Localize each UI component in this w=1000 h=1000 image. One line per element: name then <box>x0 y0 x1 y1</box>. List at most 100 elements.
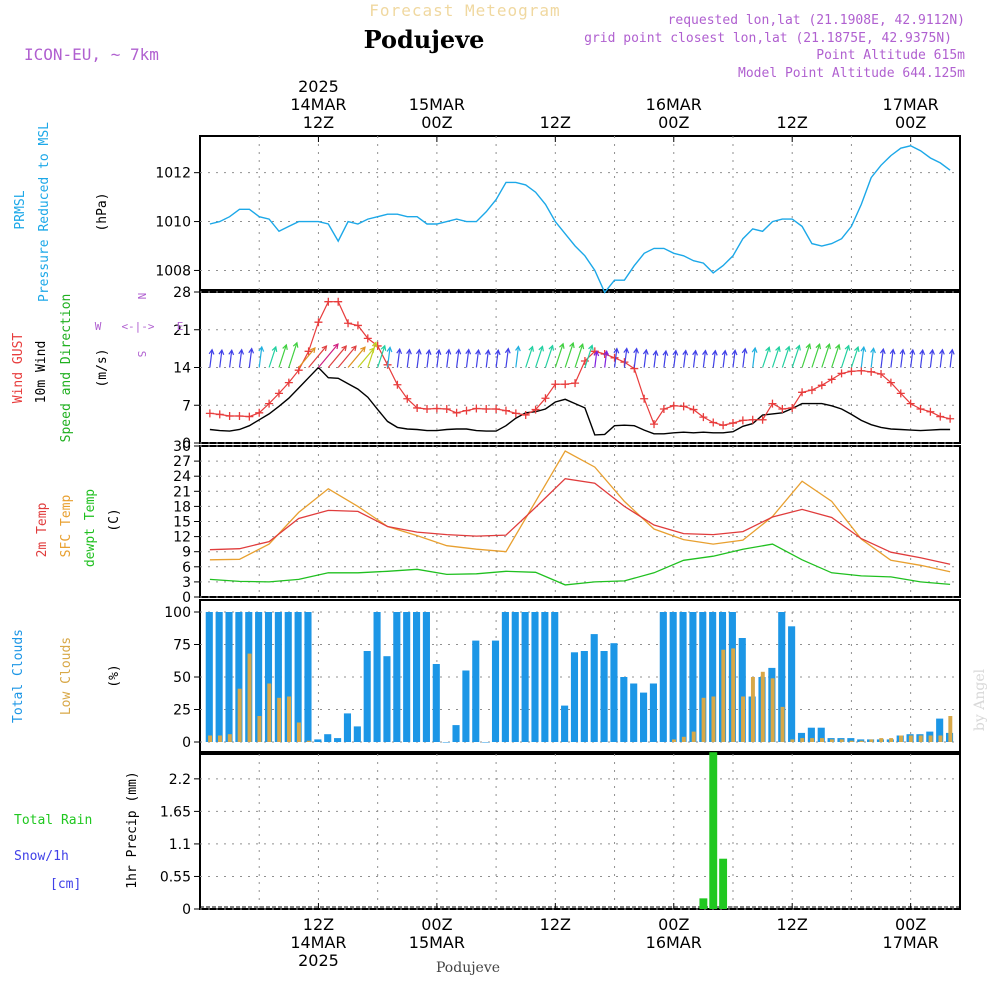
low-clouds-bar <box>800 738 805 742</box>
wind-arrow <box>515 345 521 368</box>
wind-arrow-shaft <box>643 349 647 368</box>
sfc-temp-line <box>209 450 951 573</box>
wind-arrow <box>564 341 575 368</box>
total-clouds-bar <box>649 683 657 742</box>
low-clouds-bar <box>790 739 795 742</box>
wind-arrow-shaft <box>357 347 375 368</box>
wind-arrow <box>406 348 412 368</box>
low-clouds-bar <box>217 735 222 742</box>
wind-arrow-head <box>765 346 771 353</box>
low-clouds-bar <box>671 739 676 742</box>
wind-arrow <box>929 348 935 368</box>
temp-ytick-label: 24 <box>173 469 191 485</box>
total-clouds-bar <box>531 612 539 742</box>
t2m-label: 2m Temp <box>35 502 50 557</box>
wind-arrow <box>642 348 649 368</box>
model-label: ICON-EU, ~ 7km <box>24 45 159 64</box>
wind-arrow <box>425 348 432 368</box>
wind-arrow <box>317 343 339 368</box>
gust-marker <box>906 399 915 408</box>
wind-arrow <box>494 349 501 368</box>
bottom-date-label: 14MAR <box>290 933 346 952</box>
low-clouds-bar <box>760 671 765 742</box>
temp-ytick-label: 6 <box>182 560 191 576</box>
total-clouds-bar <box>738 638 746 742</box>
low-clouds-bar <box>859 740 864 742</box>
wind-arrow <box>741 347 748 368</box>
wind-arrow-head <box>795 344 801 351</box>
gust-marker <box>669 401 678 410</box>
top-date-label: 15MAR <box>409 95 465 114</box>
wind-arrow-head <box>835 343 841 350</box>
wind-ytick-label: 7 <box>182 398 191 414</box>
gust-marker <box>896 389 905 398</box>
temp-ytick-label: 18 <box>173 499 191 515</box>
temp-ytick-label: 27 <box>173 454 191 470</box>
wind-arrow-shaft <box>870 348 875 368</box>
wind-arrow <box>889 348 896 368</box>
dewpt-label: dewpt Temp <box>83 489 98 567</box>
low-clouds-bar <box>306 740 311 742</box>
temp-ytick-label: 30 <box>173 439 191 455</box>
top-date-label: 14MAR <box>290 95 346 114</box>
wind-arrow-shaft <box>515 346 520 368</box>
wind-gust-line <box>209 301 951 426</box>
pressure-ytick-label: 1010 <box>155 215 191 231</box>
low-clouds-bar <box>711 696 716 742</box>
gust-marker <box>344 319 353 328</box>
wind-ytick-label: 21 <box>173 323 191 339</box>
snow-label: Snow/1h <box>14 849 69 864</box>
gust-marker <box>324 297 333 306</box>
gust-marker <box>274 389 283 398</box>
rain-bar <box>699 898 708 909</box>
gust-marker <box>561 380 570 389</box>
wind-arrow <box>415 348 422 368</box>
low-clouds-bar <box>287 696 292 742</box>
total-clouds-bar <box>422 612 430 742</box>
low-clouds-bar <box>928 735 933 742</box>
total-clouds-bar <box>304 612 312 742</box>
wind-arrow-shaft <box>613 348 618 368</box>
low-clouds-bar <box>918 735 923 742</box>
wind-arrow <box>584 344 594 368</box>
wind-arrow-shaft <box>544 345 554 368</box>
wind-arrow <box>377 344 387 368</box>
low-clouds-bar <box>770 678 775 742</box>
gust-marker <box>452 408 461 417</box>
gust-marker <box>946 414 955 423</box>
wind-arrow-head <box>569 341 575 349</box>
wind-arrow <box>288 341 299 368</box>
wind-arrow-shaft <box>860 347 865 368</box>
wind-arrow-head <box>909 348 916 355</box>
wind-arrow-shaft <box>377 345 386 368</box>
total-clouds-bar <box>353 726 361 742</box>
temp-ytick-label: 12 <box>173 530 191 546</box>
wind-arrow-head <box>711 349 718 356</box>
wind-arrow <box>258 345 265 368</box>
wind-arrow-head <box>341 345 348 352</box>
wind-arrow-head <box>652 349 659 356</box>
top-date-label: 16MAR <box>646 95 702 114</box>
wind-arrow <box>574 343 585 368</box>
wind-arrow-head <box>538 345 544 352</box>
wind-arrow <box>544 344 555 368</box>
wind-arrow-head <box>721 349 728 356</box>
wind-arrow <box>475 348 481 368</box>
total-clouds-label: Total Clouds <box>11 629 26 723</box>
wind-arrow <box>396 347 403 368</box>
wind-arrow <box>919 348 926 368</box>
gust-marker <box>235 412 244 421</box>
wind-arrow <box>692 349 698 368</box>
total-clouds-bar <box>521 612 529 742</box>
wind-arrow <box>840 344 851 368</box>
top-hour-label: 12Z <box>540 113 571 132</box>
top-year-label: 2025 <box>298 77 339 96</box>
pressure-ytick-label: 1008 <box>155 263 191 279</box>
gust-marker <box>719 421 728 430</box>
total-clouds-bar <box>491 640 500 742</box>
precip-ytick-label: 1.65 <box>160 804 191 820</box>
wind-arrow-head <box>939 348 945 355</box>
wind-arrow-shaft <box>465 349 470 368</box>
wind-arrow-shaft <box>702 350 707 368</box>
wind-arrow-head <box>825 343 831 350</box>
